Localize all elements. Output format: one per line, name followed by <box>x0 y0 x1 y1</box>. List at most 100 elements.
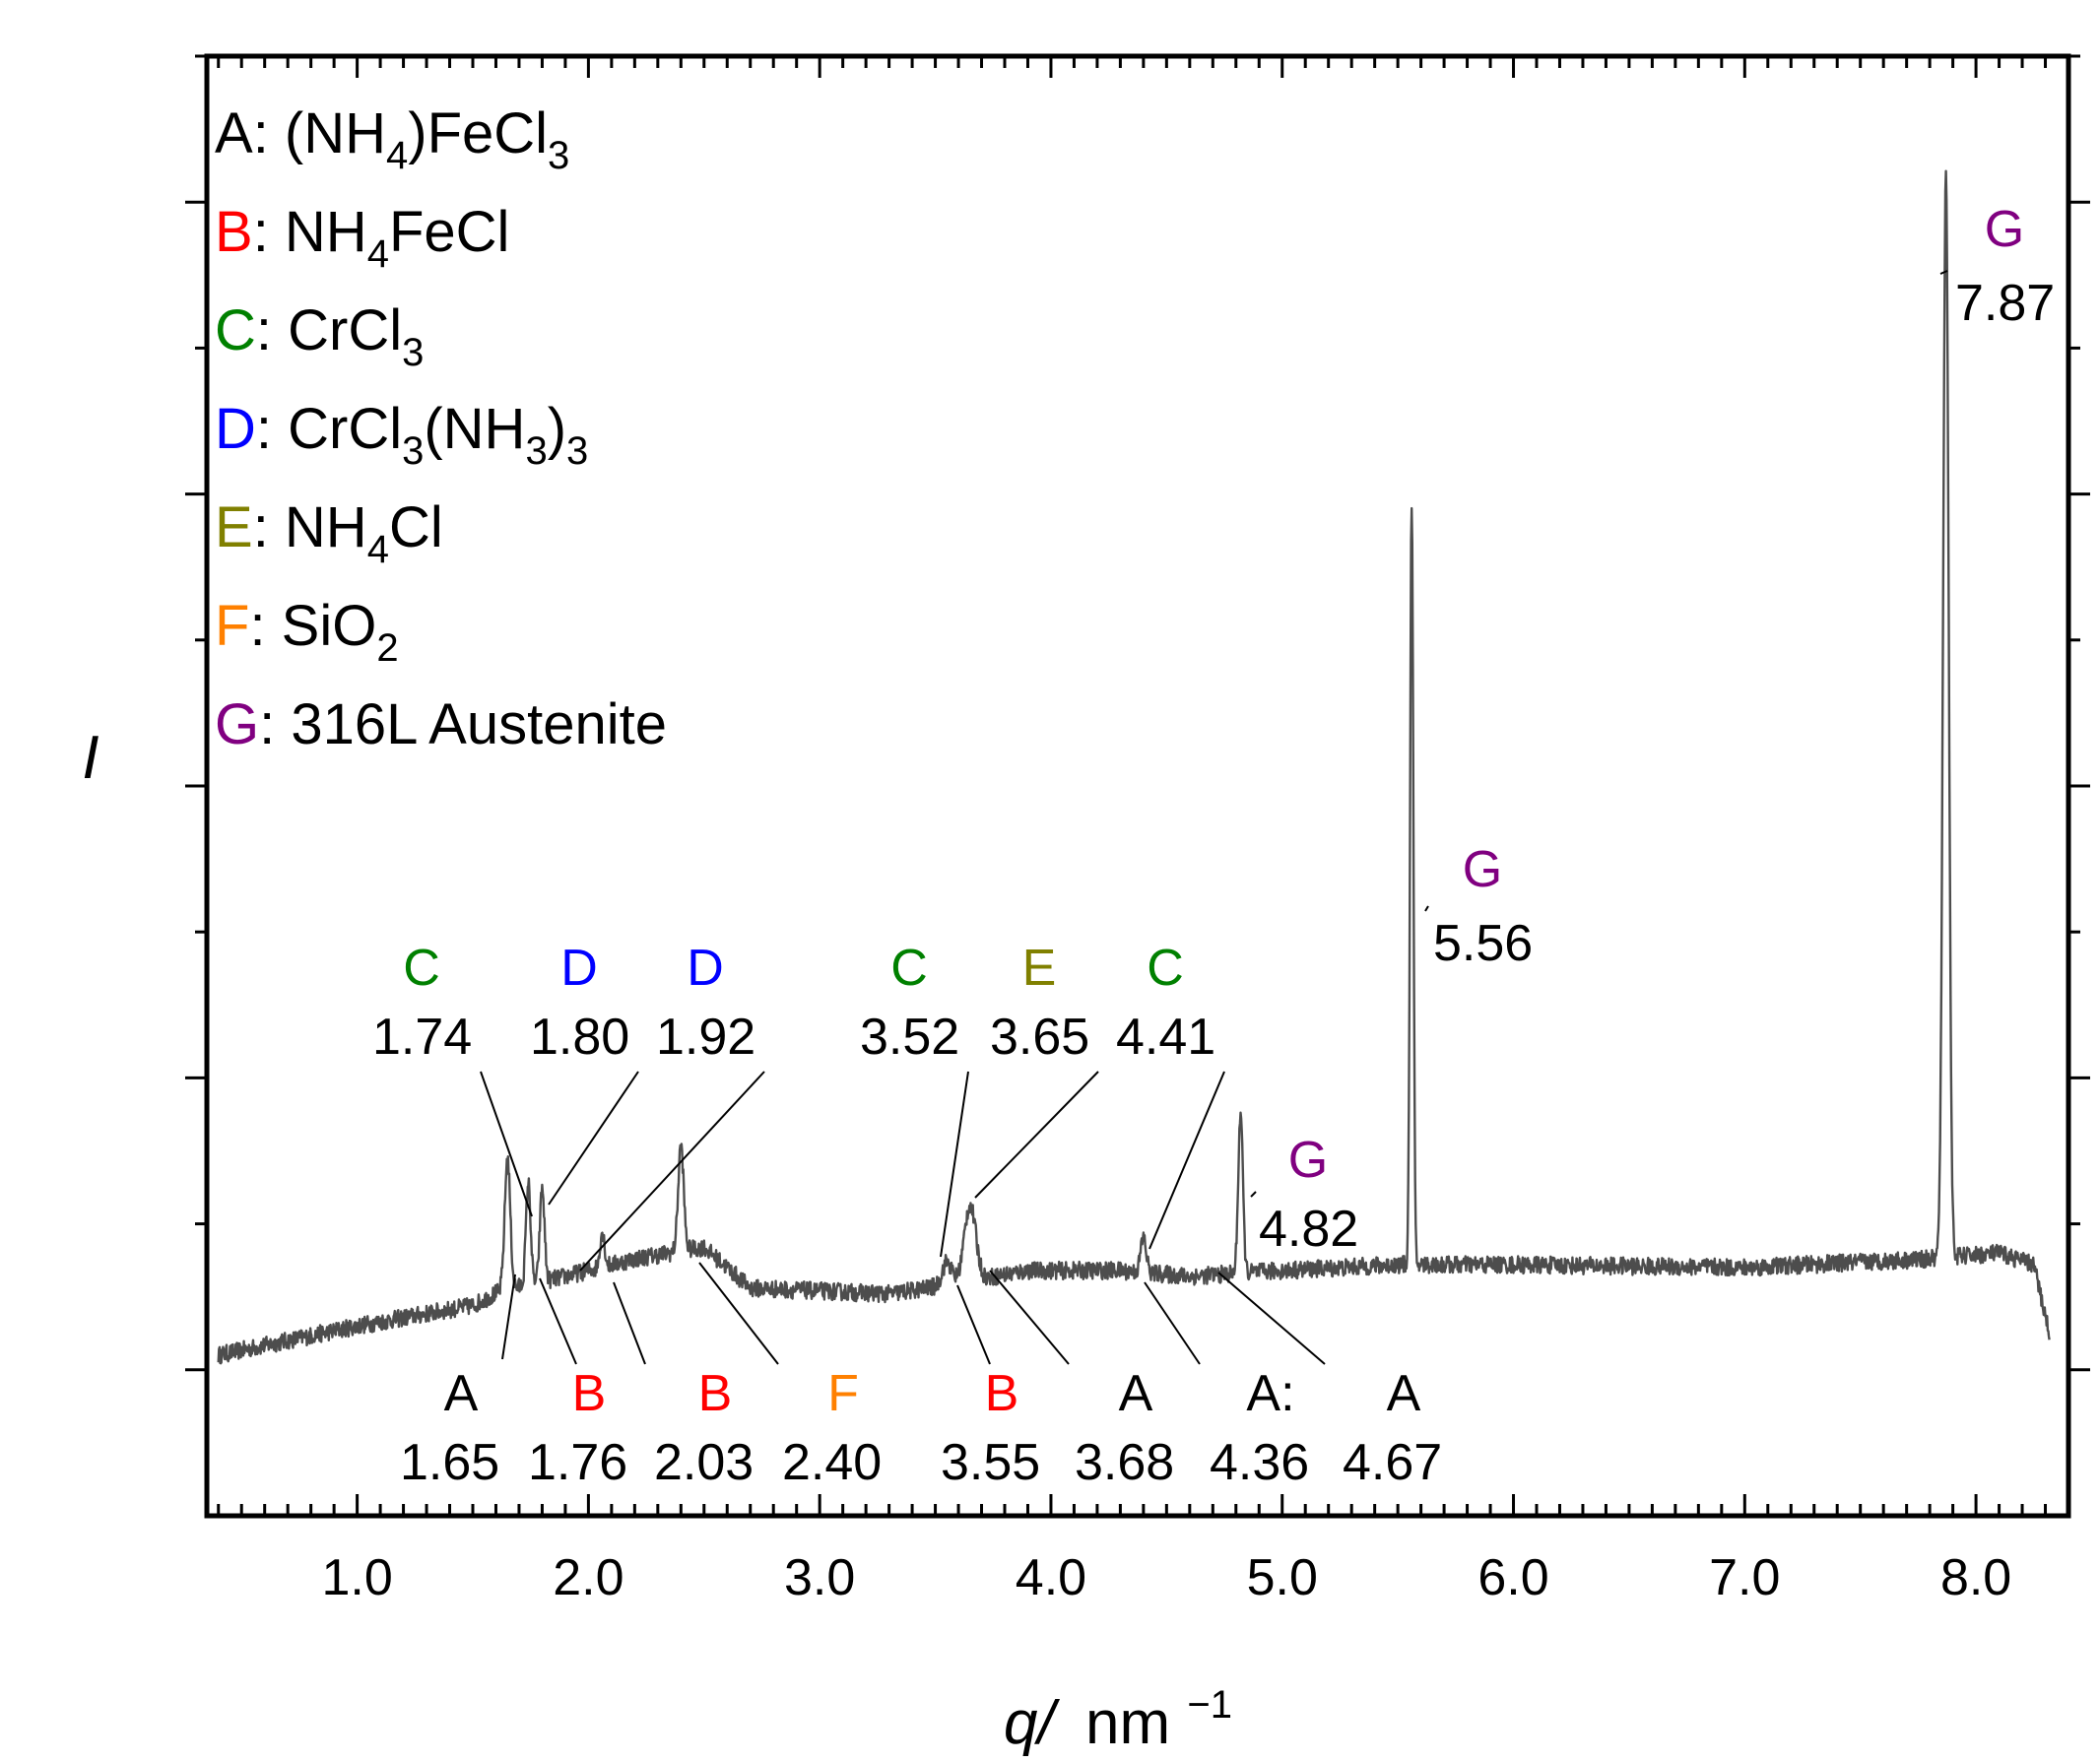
annotation-phase-label: A: <box>1246 1365 1294 1422</box>
annotation-phase-label: D <box>560 940 598 997</box>
annotation-value: 1.92 <box>656 1009 755 1066</box>
legend-formula-text: (NH <box>424 397 525 461</box>
annotation-phase-label: D <box>687 940 724 997</box>
legend-key: E <box>215 495 253 559</box>
annotation-value: 4.36 <box>1210 1434 1309 1491</box>
leader-line <box>1250 1191 1257 1198</box>
legend-separator: : <box>249 594 281 658</box>
annotation-phase-label: G <box>1463 841 1502 898</box>
leader-line <box>1144 1281 1201 1365</box>
legend-formula-text: SiO <box>282 594 377 658</box>
legend-formula-text: NH <box>285 495 367 559</box>
legend-separator: : <box>256 298 288 362</box>
legend-formula-text: ) <box>548 397 566 461</box>
annotation-phase-label: G <box>1288 1132 1328 1189</box>
legend-entry: D: CrCl3(NH3)3 <box>215 397 588 473</box>
legend-separator: : <box>253 200 285 264</box>
legend-subscript: 2 <box>376 626 398 670</box>
annotation-value: 4.41 <box>1116 1009 1215 1066</box>
legend-subscript: 3 <box>548 134 569 177</box>
peak-annotations: C 1.74 D 1.80 D 1.92 C 3.52 E 3.65 C 4.41 G 4.82 G 5.56… <box>372 201 2055 1491</box>
leader-line <box>501 1273 516 1360</box>
x-tick-label: 7.0 <box>1709 1549 1780 1606</box>
legend-subscript: 3 <box>525 429 547 473</box>
legend-formula-text: FeCl <box>389 200 509 264</box>
annotation-value: 2.40 <box>782 1434 882 1491</box>
annotation-value: 3.55 <box>941 1434 1040 1491</box>
legend-separator: : <box>259 692 291 756</box>
leader-line <box>974 1071 1099 1199</box>
legend-formula-text: (NH <box>285 101 386 165</box>
legend-entry: A: (NH4)FeCl3 <box>215 101 569 177</box>
annotation-phase-label: B <box>985 1365 1019 1422</box>
legend-formula-text: 316L Austenite <box>291 692 667 756</box>
annotation-phase-label: A <box>1387 1365 1421 1422</box>
annotation-phase-label: F <box>827 1365 859 1422</box>
legend-subscript: 3 <box>566 429 588 473</box>
annotation-phase-label: B <box>572 1365 607 1422</box>
x-tick-label: 4.0 <box>1016 1549 1086 1606</box>
leader-line <box>579 1071 765 1272</box>
legend-formula-text: CrCl <box>288 298 402 362</box>
legend-key: B <box>215 200 253 264</box>
x-axis-unit: nm <box>1085 1689 1170 1757</box>
legend-formula-text: Cl <box>389 495 443 559</box>
leader-line <box>698 1262 779 1365</box>
legend-key: G <box>215 692 259 756</box>
annotation-phase-label: E <box>1022 940 1057 997</box>
legend-formula-text: )FeCl <box>408 101 548 165</box>
legend-key: D <box>215 397 256 461</box>
annotation-phase-label: B <box>698 1365 733 1422</box>
legend-entry: F: SiO2 <box>215 594 399 670</box>
legend-entry: G: 316L Austenite <box>215 692 667 756</box>
legend-subscript: 4 <box>367 232 389 276</box>
annotation-value: 1.74 <box>372 1009 472 1066</box>
y-axis-label: I <box>82 724 98 792</box>
leader-line <box>1148 1071 1225 1250</box>
annotation-phase-label: C <box>403 940 440 997</box>
legend-key: A <box>215 101 253 165</box>
legend-key: F <box>215 594 249 658</box>
legend-formula-text: NH <box>285 200 367 264</box>
leader-line <box>940 1071 969 1258</box>
annotation-value: 1.65 <box>400 1434 499 1491</box>
annotation-phase-label: C <box>890 940 928 997</box>
axis-ticks <box>185 54 2090 1516</box>
legend-subscript: 4 <box>367 528 389 571</box>
x-tick-label: 3.0 <box>784 1549 855 1606</box>
x-axis-label: q/ nm −1 <box>1004 1683 1232 1757</box>
leader-line <box>548 1071 639 1206</box>
legend-entry: E: NH4Cl <box>215 495 443 571</box>
leader-line <box>1424 905 1429 912</box>
leader-line <box>956 1284 991 1365</box>
legend-separator: : <box>253 495 285 559</box>
annotation-value: 2.03 <box>654 1434 754 1491</box>
leader-line <box>1217 1272 1326 1365</box>
legend-separator: : <box>256 397 288 461</box>
legend-separator: : <box>253 101 285 165</box>
annotation-value: 5.56 <box>1433 915 1533 972</box>
annotation-phase-label: C <box>1147 940 1184 997</box>
diffraction-trace <box>217 169 2051 1365</box>
annotation-leader-lines <box>480 270 1948 1365</box>
x-tick-label: 5.0 <box>1247 1549 1318 1606</box>
x-tick-label: 1.0 <box>321 1549 392 1606</box>
x-tick-labels: 1.0 2.0 3.0 4.0 5.0 6.0 7.0 8.0 <box>321 1549 2011 1606</box>
annotation-phase-label: G <box>1985 201 2024 258</box>
legend-formula-text: CrCl <box>288 397 402 461</box>
annotation-phase-label: A <box>1119 1365 1153 1422</box>
annotation-value: 7.87 <box>1955 275 2055 332</box>
leader-line <box>539 1277 577 1365</box>
annotation-value: 4.82 <box>1259 1201 1358 1258</box>
annotation-phase-label: A <box>444 1365 479 1422</box>
legend-key: C <box>215 298 256 362</box>
x-tick-label: 2.0 <box>553 1549 623 1606</box>
legend-entry: B: NH4FeCl <box>215 200 509 276</box>
legend-subscript: 3 <box>402 429 424 473</box>
annotation-value: 3.65 <box>990 1009 1089 1066</box>
annotation-value: 3.68 <box>1075 1434 1174 1491</box>
x-axis-variable: q/ <box>1004 1689 1060 1757</box>
legend-subscript: 3 <box>402 331 424 374</box>
